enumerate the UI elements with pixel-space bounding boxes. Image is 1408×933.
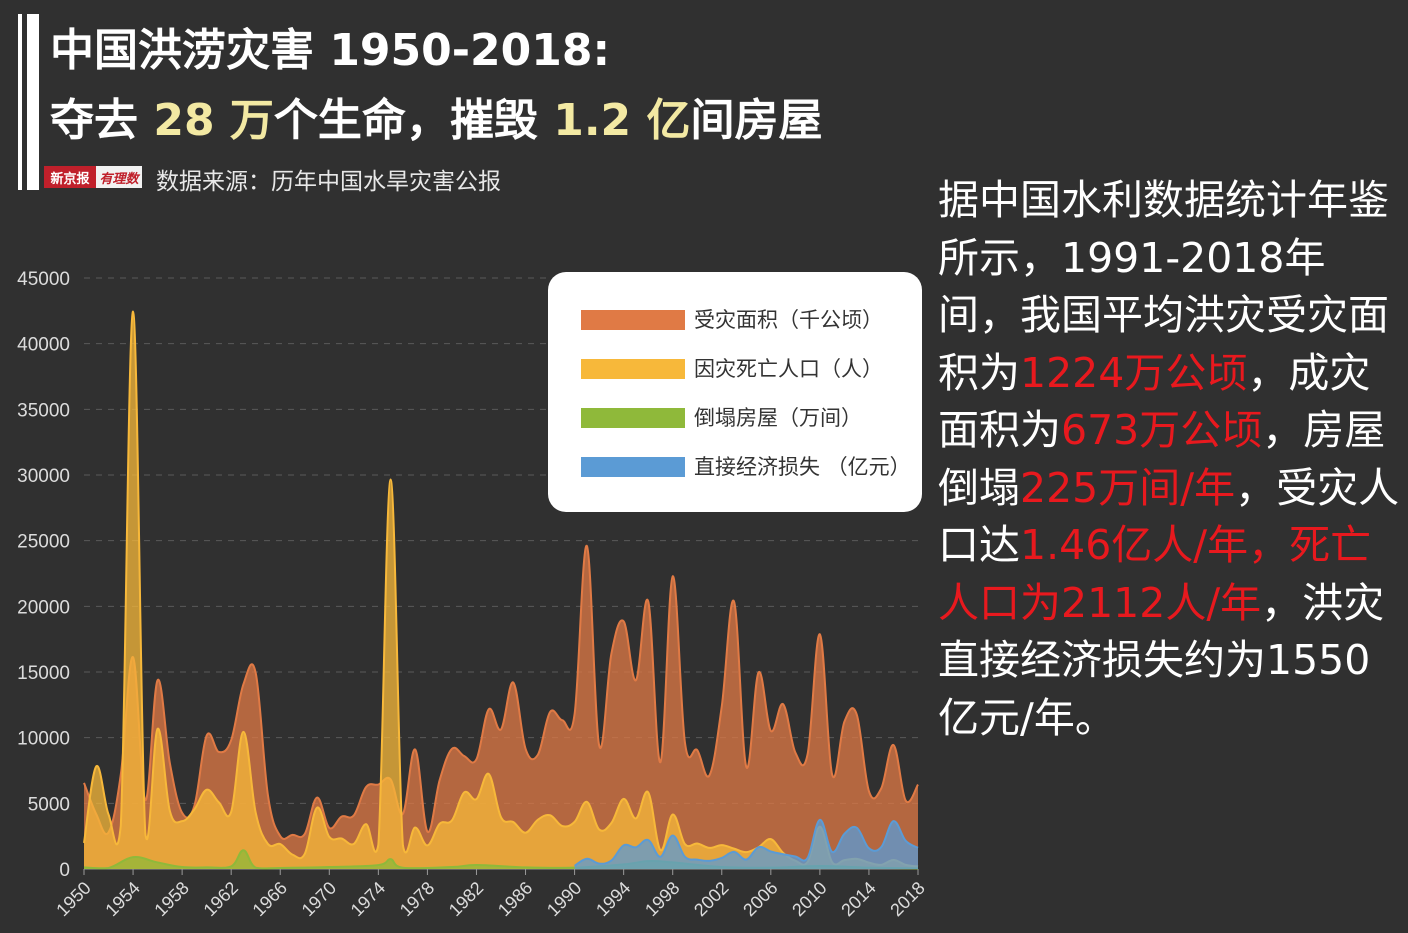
x-tick-label: 1998	[641, 878, 683, 920]
y-tick-label: 35000	[17, 400, 70, 421]
title-accent-bar-thick	[27, 14, 39, 190]
x-tick-label: 2018	[886, 878, 928, 920]
legend-label: 因灾死亡人口（人）	[694, 357, 883, 381]
title-highlight-houses: 1.2 亿	[553, 95, 691, 146]
summary-part: ，成灾面积为	[938, 348, 1371, 455]
series-deaths-fill	[84, 311, 918, 869]
series-economic-loss-line	[574, 818, 919, 867]
summary-highlight: 225万间/年	[1020, 463, 1236, 512]
x-tick-label: 1978	[396, 878, 438, 920]
summary-part: ，房屋倒塌	[938, 406, 1386, 512]
x-tick-label: 1950	[52, 878, 94, 920]
summary-part: ，受灾人口达	[938, 463, 1400, 570]
chart-title-line2: 夺去 28 万个生命，摧毁 1.2 亿间房屋	[50, 84, 822, 148]
data-source: 数据来源：历年中国水旱灾害公报	[156, 169, 501, 195]
x-tick-label: 1994	[592, 878, 634, 920]
series-economic-loss-fill	[574, 819, 918, 869]
y-tick-label: 30000	[17, 466, 70, 487]
title-text-part: 夺去	[50, 95, 154, 146]
logo-xinjingbao: 新京报	[44, 166, 96, 188]
legend-box	[548, 272, 922, 512]
legend-swatch	[581, 457, 685, 477]
x-tick-label: 1954	[101, 878, 143, 920]
summary-part: ，洪灾直接经济损失约为1550亿元/年。	[938, 578, 1385, 742]
legend: 受灾面积（千公顷） 因灾死亡人口（人） 倒塌房屋（万间） 直接经济损失 （亿元）	[548, 272, 922, 512]
y-tick-label: 25000	[17, 532, 70, 553]
y-tick-label: 45000	[17, 269, 70, 290]
x-tick-label: 2014	[837, 878, 879, 920]
x-tick-label: 1958	[150, 878, 192, 920]
x-tick-label: 1970	[298, 878, 340, 920]
title-highlight-deaths: 28 万	[153, 95, 274, 146]
publisher-logo: 新京报 有理数	[44, 166, 142, 188]
x-tick-label: 1982	[445, 878, 487, 920]
series-deaths-line	[83, 310, 919, 868]
legend-label: 倒塌房屋（万间）	[694, 406, 862, 430]
x-tick-label: 2010	[788, 878, 830, 920]
summary-highlight: 1.46亿人/年，死亡人口为2112人/年	[938, 521, 1372, 627]
series-area-affected-line	[83, 544, 919, 840]
title-text-part: 间房屋	[690, 95, 823, 146]
legend-swatch	[581, 310, 685, 330]
chart-title-line1: 中国洪涝灾害 1950-2018:	[50, 25, 611, 76]
legend-swatch	[581, 408, 685, 428]
logo-youlishu: 有理数	[96, 166, 142, 188]
legend-label: 直接经济损失 （亿元）	[694, 455, 911, 479]
title-text-part: 个生命，摧毁	[273, 95, 554, 146]
summary-highlight: 1224万公顷	[1020, 348, 1248, 397]
x-tick-label: 1966	[249, 878, 291, 920]
x-tick-label: 1962	[200, 878, 242, 920]
y-tick-label: 15000	[17, 663, 70, 684]
y-tick-label: 0	[59, 860, 70, 881]
x-tick-label: 1974	[347, 878, 389, 920]
x-tick-label: 1986	[494, 878, 536, 920]
y-tick-label: 10000	[17, 729, 70, 750]
y-tick-label: 20000	[17, 597, 70, 618]
x-tick-label: 2002	[690, 878, 732, 920]
series-area-affected-fill	[84, 545, 918, 869]
summary-part: 据中国水利数据统计年鉴所示，1991-2018年间，我国平均洪灾受灾面积为	[938, 176, 1389, 397]
legend-swatch	[581, 359, 685, 379]
y-tick-label: 5000	[28, 794, 70, 815]
legend-label: 受灾面积（千公顷）	[694, 308, 883, 332]
x-tick-label: 1990	[543, 878, 585, 920]
title-accent-bar-thin	[18, 14, 22, 190]
x-tick-label: 2006	[739, 878, 781, 920]
summary-highlight: 673万公顷	[1061, 406, 1263, 454]
summary-text: 据中国水利数据统计年鉴所示，1991-2018年间，我国平均洪灾受灾面积为122…	[938, 172, 1403, 747]
y-tick-label: 40000	[17, 335, 70, 356]
